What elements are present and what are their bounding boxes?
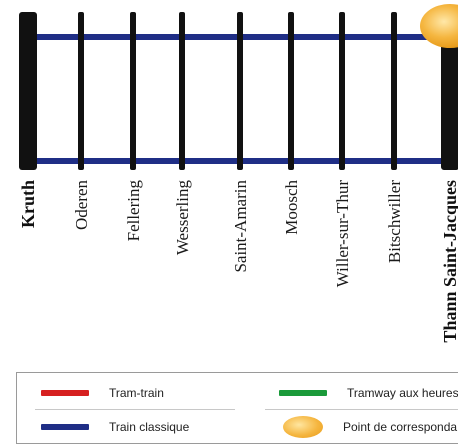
tramway-line-swatch [279,390,327,396]
legend-box: Tram-train Tramway aux heures d Train cl… [16,372,458,444]
correspondence-dot-icon [283,416,323,438]
train-classique-line-swatch [41,424,89,430]
legend-label-tramway: Tramway aux heures d [347,386,458,400]
station-bar [339,12,345,170]
legend-item-train-classique: Train classique [41,415,189,439]
legend-divider-right [265,409,458,410]
correspondence-point-icon [420,4,458,48]
station-label: Moosch [282,180,301,235]
legend-divider-left [35,409,235,410]
legend-item-correspondance: Point de corresponda [283,415,457,439]
legend-label-correspondance: Point de corresponda [343,420,458,434]
station-bar [130,12,136,170]
station-label: Wesserling [173,180,192,256]
legend-item-tram-train: Tram-train [41,381,164,405]
station-bar [19,12,37,170]
legend-label-tram-train: Tram-train [109,386,164,400]
legend-item-tramway: Tramway aux heures d [279,381,458,405]
station-bar [237,12,243,170]
station-bar [391,12,397,170]
station-bar [441,12,458,170]
station-label: Oderen [72,180,91,231]
station-label: Fellering [124,180,143,242]
station-bar [78,12,84,170]
station-label: Bitschwiller [385,180,404,263]
station-label: Willer-sur-Thur [333,180,352,288]
station-label: Saint-Amarin [231,180,250,273]
station-bar [179,12,185,170]
legend-label-train-classique: Train classique [109,420,190,434]
tram-train-line-swatch [41,390,89,396]
station-label: Kruth [18,180,38,228]
station-bar [288,12,294,170]
station-label: Thann Saint-Jacques [440,180,458,343]
track-diagram: Kruth Oderen Fellering Wesserling Saint-Amar… [18,4,458,343]
